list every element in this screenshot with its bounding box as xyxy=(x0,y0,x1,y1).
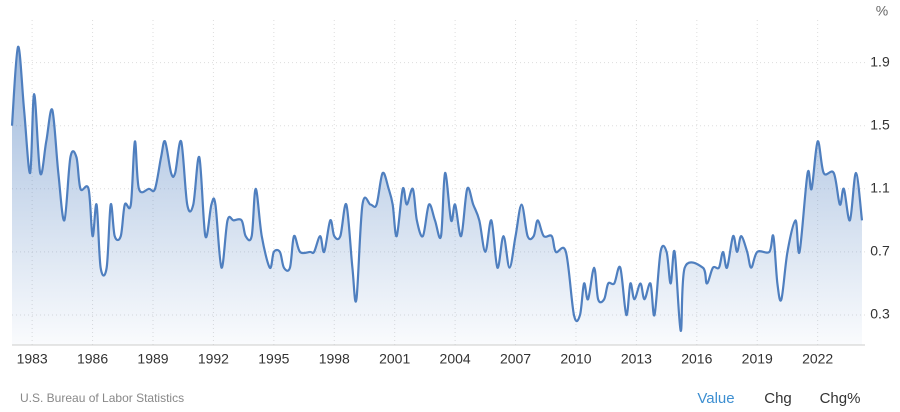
x-tick-label: 1998 xyxy=(319,351,350,367)
x-tick-label: 2013 xyxy=(621,351,652,367)
x-tick-label: 2007 xyxy=(500,351,531,367)
x-tick-label: 1992 xyxy=(198,351,229,367)
x-tick-label: 1983 xyxy=(17,351,48,367)
x-tick-label: 2022 xyxy=(802,351,833,367)
x-tick-label: 1989 xyxy=(137,351,168,367)
unit-label: % xyxy=(876,3,888,19)
x-tick-label: 2016 xyxy=(681,351,712,367)
area xyxy=(12,46,862,345)
x-tick-label: 1986 xyxy=(77,351,108,367)
tab-button[interactable]: Chg xyxy=(764,390,792,407)
x-tick-label: 2004 xyxy=(440,351,471,367)
x-tick-label: 2019 xyxy=(742,351,773,367)
y-tick-label: 1.1 xyxy=(870,180,890,196)
x-tick-label: 2001 xyxy=(379,351,410,367)
x-tick-label: 1995 xyxy=(258,351,289,367)
y-tick-label: 0.3 xyxy=(870,306,890,322)
source: U.S. Bureau of Labor Statistics xyxy=(20,391,184,405)
x-tick-label: 2010 xyxy=(560,351,591,367)
y-tick-label: 0.7 xyxy=(870,243,890,259)
y-tick-label: 1.5 xyxy=(870,116,890,132)
line xyxy=(10,45,864,332)
tab-button[interactable]: Chg% xyxy=(820,390,861,407)
y-tick-label: 1.9 xyxy=(870,53,890,69)
tab-button[interactable]: Value xyxy=(697,390,734,407)
